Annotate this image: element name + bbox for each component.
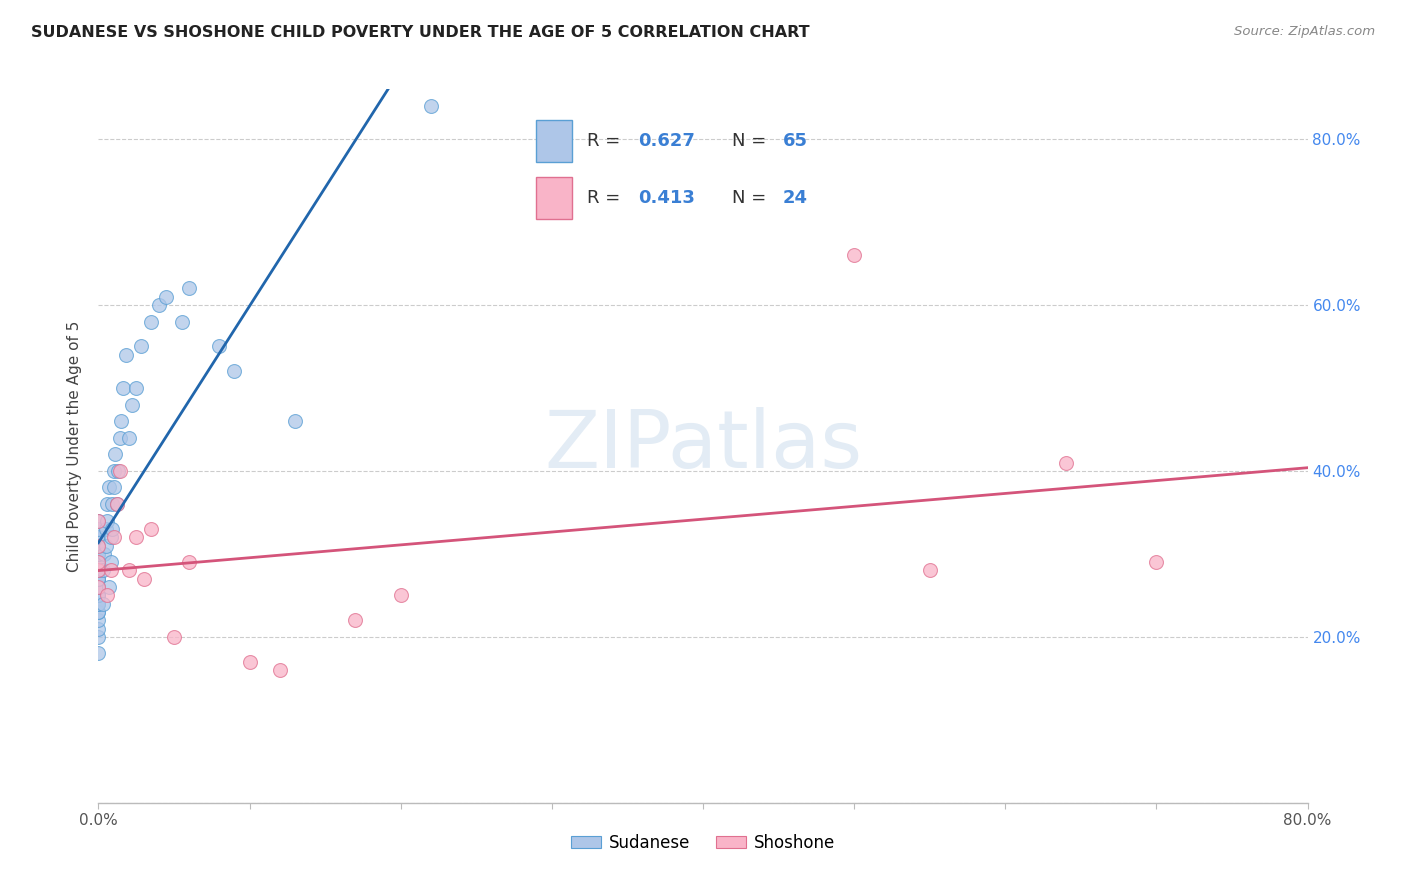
Point xyxy=(100,555,122,569)
Point xyxy=(918,564,941,578)
Point xyxy=(1054,456,1077,470)
Point xyxy=(87,572,110,586)
Point xyxy=(94,539,117,553)
Point xyxy=(91,564,114,578)
Point xyxy=(87,539,110,553)
Point xyxy=(87,580,110,594)
Point xyxy=(87,564,110,578)
Point xyxy=(87,630,110,644)
Point xyxy=(87,572,110,586)
Point xyxy=(96,497,118,511)
Point xyxy=(284,414,307,428)
Point xyxy=(844,248,866,262)
Point xyxy=(87,530,110,544)
Point xyxy=(103,530,125,544)
Point xyxy=(87,564,110,578)
Point xyxy=(87,580,110,594)
Point xyxy=(108,431,131,445)
Point xyxy=(179,281,201,295)
Point xyxy=(87,555,110,569)
Point xyxy=(101,522,124,536)
Point xyxy=(239,655,262,669)
Point xyxy=(87,514,110,528)
Point xyxy=(224,364,246,378)
Point xyxy=(111,381,134,395)
Point xyxy=(87,564,110,578)
Point xyxy=(179,555,201,569)
Point xyxy=(105,497,128,511)
Point xyxy=(141,522,163,536)
Point xyxy=(125,530,148,544)
Point xyxy=(105,497,128,511)
Point xyxy=(389,588,412,602)
Text: Source: ZipAtlas.com: Source: ZipAtlas.com xyxy=(1234,25,1375,38)
Point xyxy=(125,381,148,395)
Point xyxy=(100,564,122,578)
Point xyxy=(87,588,110,602)
Point xyxy=(87,555,110,569)
Point xyxy=(87,597,110,611)
Point xyxy=(87,572,110,586)
Point xyxy=(103,481,125,495)
Point xyxy=(118,564,141,578)
Point xyxy=(87,588,110,602)
Legend: Sudanese, Shoshone: Sudanese, Shoshone xyxy=(564,828,842,859)
Text: SUDANESE VS SHOSHONE CHILD POVERTY UNDER THE AGE OF 5 CORRELATION CHART: SUDANESE VS SHOSHONE CHILD POVERTY UNDER… xyxy=(31,25,810,40)
Point xyxy=(87,605,110,619)
Point xyxy=(87,588,110,602)
Point xyxy=(104,447,127,461)
Text: ZIPatlas: ZIPatlas xyxy=(544,407,862,485)
Point xyxy=(87,539,110,553)
Point xyxy=(87,539,110,553)
Point xyxy=(155,290,177,304)
Point xyxy=(91,597,114,611)
Point xyxy=(87,522,110,536)
Point xyxy=(87,547,110,561)
Point xyxy=(94,522,117,536)
Point xyxy=(148,298,170,312)
Point xyxy=(87,605,110,619)
Point xyxy=(101,497,124,511)
Point xyxy=(269,663,291,677)
Point xyxy=(103,464,125,478)
Point xyxy=(93,547,115,561)
Point xyxy=(98,580,121,594)
Point xyxy=(344,613,367,627)
Point xyxy=(107,464,129,478)
Point xyxy=(87,580,110,594)
Point xyxy=(170,314,193,328)
Point xyxy=(208,339,231,353)
Point xyxy=(163,630,186,644)
Point xyxy=(420,99,443,113)
Point xyxy=(108,464,131,478)
Point xyxy=(87,580,110,594)
Point xyxy=(118,431,141,445)
Point xyxy=(87,597,110,611)
Point xyxy=(87,530,110,544)
Point xyxy=(141,314,163,328)
Point xyxy=(87,647,110,661)
Point xyxy=(96,588,118,602)
Point xyxy=(110,414,132,428)
Point xyxy=(87,514,110,528)
Point xyxy=(121,397,143,411)
Point xyxy=(129,339,152,353)
Point xyxy=(87,547,110,561)
Point xyxy=(87,613,110,627)
Point xyxy=(114,348,136,362)
Point xyxy=(132,572,155,586)
Point xyxy=(100,530,122,544)
Point xyxy=(1144,555,1167,569)
Y-axis label: Child Poverty Under the Age of 5: Child Poverty Under the Age of 5 xyxy=(67,320,83,572)
Point xyxy=(87,564,110,578)
Point xyxy=(98,481,121,495)
Point xyxy=(96,514,118,528)
Point xyxy=(87,555,110,569)
Point xyxy=(87,622,110,636)
